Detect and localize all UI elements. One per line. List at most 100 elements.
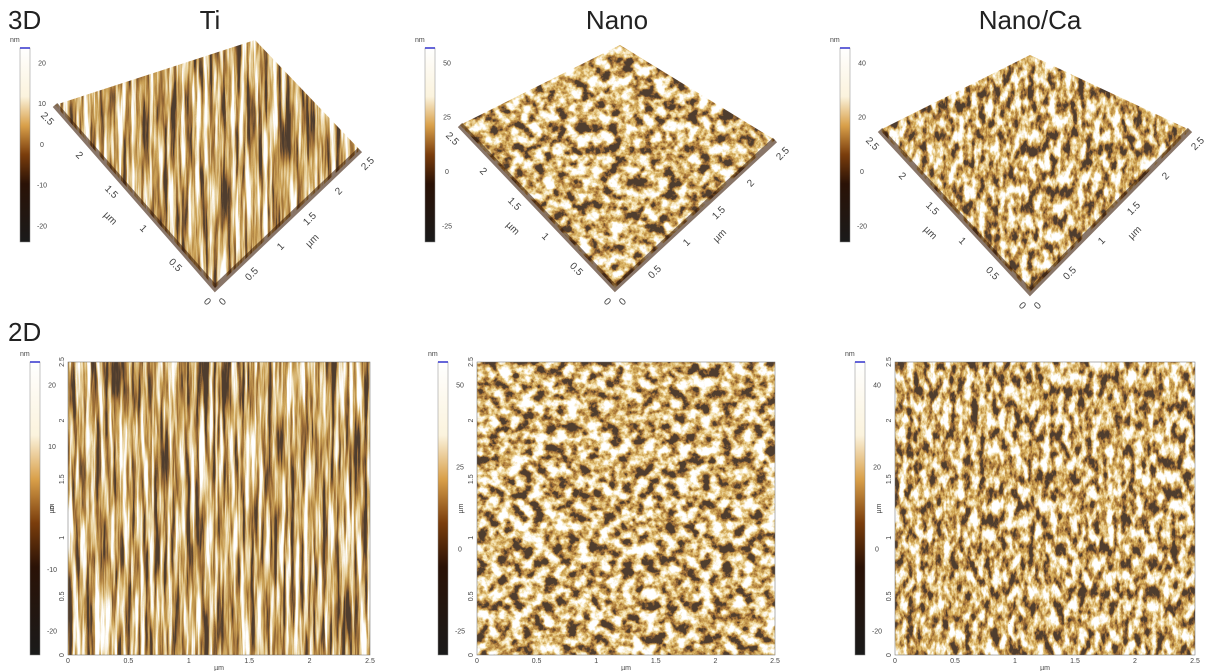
colorbar-tick: -20: [872, 628, 882, 635]
colorbar-tick: -25: [442, 223, 452, 230]
x-tick-label: 1: [1013, 658, 1017, 665]
colorbar-tick: 20: [873, 464, 881, 471]
x-tick-label: 1: [594, 658, 598, 665]
row-label: 2D: [8, 317, 41, 347]
y-tick-label: 2.5: [59, 357, 66, 367]
colorbar: [425, 48, 435, 242]
colorbar: [20, 48, 30, 242]
y-tick-label: 0.5: [886, 591, 893, 601]
colorbar-tick: 50: [443, 60, 451, 67]
y-tick-label: 2.5: [886, 357, 893, 367]
figure: 3D 2D Tinm20100-10-20000.50.5111.51.5222…: [0, 0, 1213, 671]
axis-tick-3d: 2: [1160, 170, 1172, 182]
surface-3d: [55, 40, 360, 288]
axis-tick-3d: 2.5: [774, 145, 792, 163]
axis-tick-3d: 1: [681, 237, 693, 249]
x-tick-label: 1.5: [1070, 658, 1080, 665]
axis-tick-3d: 1.5: [505, 195, 523, 213]
axis-tick-3d: 0: [1032, 300, 1044, 312]
y-tick-label: 0.5: [59, 591, 66, 601]
axis-tick-3d: 2: [73, 150, 85, 162]
y-axis-unit: µm: [458, 503, 465, 513]
x-tick-label: 0.5: [950, 658, 960, 665]
y-tick-label: 2: [468, 419, 475, 423]
x-tick-label: 0: [893, 658, 897, 665]
y-axis-unit: µm: [49, 503, 56, 513]
x-tick-label: 0: [475, 658, 479, 665]
axis-tick-3d: 1: [275, 241, 287, 253]
colorbar-tick: -20: [857, 223, 867, 230]
colorbar-tick: 0: [860, 169, 864, 176]
y-tick-label: 1.5: [886, 474, 893, 484]
axis-tick-3d: 1.5: [301, 210, 319, 228]
x-axis-unit: µm: [1040, 665, 1050, 671]
x-tick-label: 2.5: [770, 658, 780, 665]
axis-tick-3d: 2: [477, 166, 489, 178]
axis-tick-3d: 2: [333, 186, 345, 198]
axis-tick-3d: 1: [137, 223, 149, 235]
y-tick-label: 2: [886, 419, 893, 423]
axis-tick-3d: 0.5: [567, 261, 585, 279]
colorbar-tick: 50: [456, 382, 464, 389]
y-tick-label: 0.5: [468, 591, 475, 601]
axis-tick-3d: 1: [956, 235, 968, 247]
colorbar-tick: 0: [445, 169, 449, 176]
axis-tick-3d: 0: [201, 296, 213, 308]
x-tick-label: 2: [713, 658, 717, 665]
axis-tick-3d: 0.5: [166, 257, 184, 275]
axis-unit-3d: µm: [304, 232, 322, 250]
axis-tick-3d: 2: [745, 178, 757, 190]
colorbar-unit: nm: [830, 37, 840, 44]
axis-unit-3d: µm: [1126, 224, 1144, 242]
axis-tick-3d: 0.5: [646, 263, 664, 281]
y-tick-label: 1.5: [59, 474, 66, 484]
y-axis-unit: µm: [876, 503, 883, 513]
axis-tick-3d: 0: [617, 296, 629, 308]
axis-unit-3d: µm: [711, 227, 729, 245]
y-tick-label: 1: [59, 536, 66, 540]
colorbar-unit: nm: [845, 351, 855, 358]
x-tick-label: 1.5: [244, 658, 254, 665]
axis-tick-3d: 2.5: [38, 110, 56, 128]
y-tick-label: 1: [468, 536, 475, 540]
axis-tick-3d: 1.5: [710, 204, 728, 222]
x-tick-label: 0.5: [124, 658, 134, 665]
axis-tick-3d: 0: [601, 296, 613, 308]
colorbar: [855, 362, 865, 655]
colorbar: [840, 48, 850, 242]
axis-tick-3d: 2.5: [359, 155, 377, 173]
colorbar-tick: 10: [38, 101, 46, 108]
axis-tick-3d: 0.5: [1061, 265, 1079, 283]
x-axis-unit: µm: [621, 665, 631, 671]
colorbar-tick: 20: [858, 115, 866, 122]
colorbar-tick: -20: [37, 223, 47, 230]
colorbar-unit: nm: [20, 351, 30, 358]
x-tick-label: 2: [308, 658, 312, 665]
colorbar: [438, 362, 448, 655]
colorbar-tick: 25: [456, 464, 464, 471]
x-tick-label: 2.5: [365, 658, 375, 665]
y-tick-label: 0: [886, 653, 893, 657]
column-title: Nano: [586, 5, 648, 35]
axis-tick-3d: 2.5: [863, 135, 881, 153]
colorbar-tick: -10: [47, 567, 57, 574]
colorbar-tick: 0: [458, 546, 462, 553]
axis-tick-3d: 0.5: [983, 265, 1001, 283]
colorbar-tick: 20: [38, 60, 46, 67]
colorbar-tick: -25: [455, 628, 465, 635]
axis-tick-3d: 1.5: [1125, 200, 1143, 218]
axis-tick-3d: 1.5: [102, 183, 120, 201]
axis-unit-3d: µm: [921, 224, 939, 242]
colorbar-unit: nm: [415, 37, 425, 44]
y-tick-label: 1.5: [468, 474, 475, 484]
axis-tick-3d: 0: [217, 296, 229, 308]
colorbar-unit: nm: [10, 37, 20, 44]
axis-tick-3d: 0.5: [243, 265, 261, 283]
surface-3d: [460, 45, 775, 288]
image-2d: [895, 362, 1195, 655]
axis-tick-3d: 0: [1016, 300, 1028, 312]
colorbar-tick: 20: [48, 382, 56, 389]
colorbar-tick: 0: [40, 142, 44, 149]
x-tick-label: 2: [1133, 658, 1137, 665]
x-tick-label: 1: [187, 658, 191, 665]
